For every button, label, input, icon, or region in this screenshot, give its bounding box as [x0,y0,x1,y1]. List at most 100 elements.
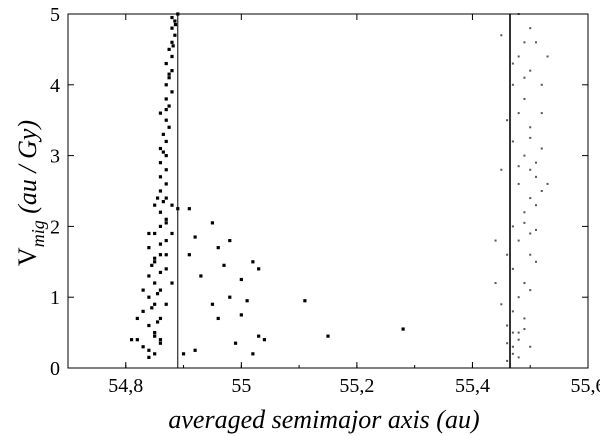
data-point [523,97,526,100]
data-point [147,323,151,328]
data-point [147,295,151,299]
data-point [155,292,160,296]
data-point [173,33,177,37]
data-point [326,334,330,338]
data-point [164,217,168,221]
data-point [153,334,157,338]
data-point [135,316,139,321]
data-point [164,154,168,158]
data-point [164,97,168,101]
data-point [523,282,526,285]
x-tick-label: 55,2 [339,375,374,397]
data-point [158,270,163,275]
data-point [523,154,526,157]
data-point [257,334,261,338]
data-point [506,253,509,256]
data-point [500,303,503,306]
data-point [529,168,532,171]
data-point [164,182,168,186]
data-point [540,83,543,86]
data-point [158,210,163,214]
data-point [158,288,163,292]
data-point [506,324,509,327]
data-point [228,238,232,243]
data-point [158,338,163,342]
data-point [529,126,532,129]
data-point [173,23,178,27]
data-point [158,146,163,151]
data-point [546,182,549,185]
data-point [141,345,145,349]
data-point [523,221,526,224]
data-point [216,316,220,321]
data-point [158,111,163,115]
data-point [303,299,307,303]
data-point [173,19,177,23]
data-point [164,168,168,172]
data-point [511,331,514,334]
data-point [164,302,168,306]
data-point [517,239,520,242]
data-point [158,242,163,246]
data-point [251,352,255,356]
data-point [529,232,532,235]
data-point [153,352,157,356]
data-point [164,221,168,225]
data-point [517,182,520,185]
data-point [511,345,514,348]
data-point [517,356,520,359]
y-axis-label: Vmig (au / Gy) [13,120,48,266]
data-point [535,41,537,44]
data-point [529,27,532,30]
data-point [153,260,157,264]
data-point [167,47,171,51]
data-point [511,267,514,270]
data-point [164,118,168,122]
plot-frame [67,13,589,369]
data-point [158,253,163,257]
data-point [164,83,168,87]
data-point [245,299,249,303]
data-point [506,342,509,345]
x-tick-label: 55,6 [571,375,600,397]
data-point [170,90,174,94]
x-axis-ticks: 54,8 55 55,2 55,4 55,6 [67,14,600,397]
data-point [239,277,243,282]
data-point [523,41,526,44]
y-axis-label-units: (au / Gy) [13,120,42,220]
x-tick-label: 55 [231,375,251,397]
data-point [150,306,154,310]
data-point [529,197,532,200]
data-point [511,62,514,65]
y-axis-label-main: V [13,247,42,266]
data-point [153,256,157,260]
data-point [150,263,154,267]
data-point [164,253,168,257]
data-point [529,69,532,72]
data-point [164,196,168,200]
data-point [511,140,514,143]
data-point [529,289,532,292]
data-point [147,355,151,359]
data-point [529,253,532,256]
y-axis-ticks: 0 1 2 3 4 5 [50,4,588,380]
data-point [158,341,163,345]
y-tick-label: 0 [50,358,60,380]
y-tick-label: 2 [50,216,60,238]
data-point [540,112,543,115]
data-point [210,221,215,225]
data-point [193,348,197,352]
data-point [228,295,232,299]
data-point [153,331,157,335]
data-point [523,76,526,79]
x-tick-label: 55,4 [455,375,490,397]
data-point [167,76,171,80]
y-tick-label: 5 [50,4,60,26]
data-point [233,341,238,345]
y-tick-label: 4 [50,75,60,97]
data-point [494,282,497,285]
data-point [517,112,520,115]
data-point [147,348,151,352]
data-point [158,189,163,193]
